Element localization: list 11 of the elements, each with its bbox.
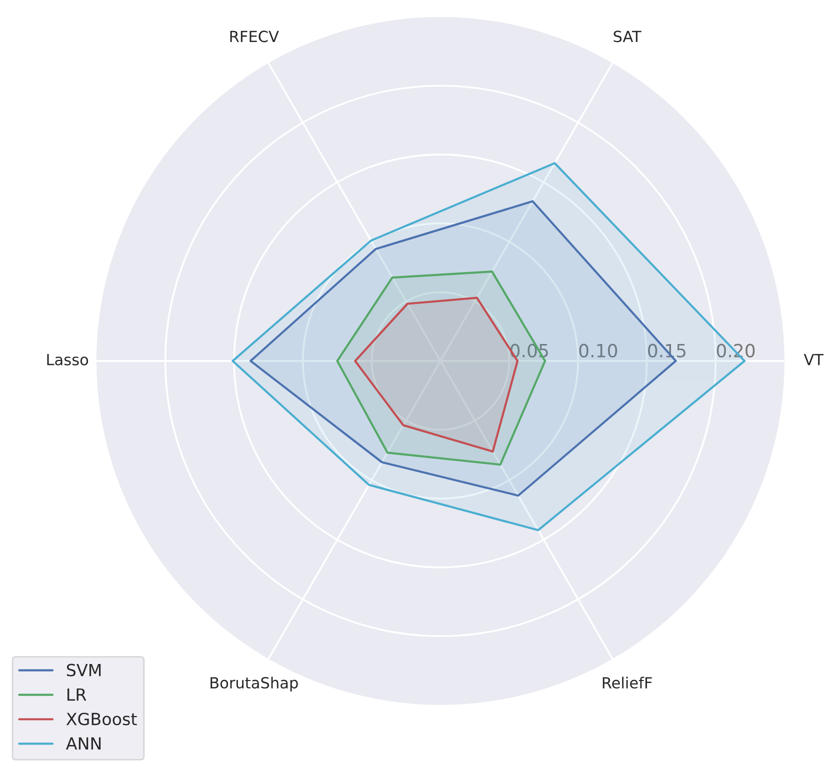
legend-label: XGBoost (66, 712, 137, 726)
y-tick-label: 0.10 (579, 344, 618, 358)
legend-label: ANN (66, 737, 101, 750)
spoke-label: BorutaShap (210, 676, 298, 692)
legend-label: SVM (66, 664, 101, 676)
spoke-label: VT (804, 354, 824, 366)
spoke-label: Lasso (47, 354, 88, 366)
spoke-label: ReliefF (602, 676, 652, 689)
legend-label: LR (67, 688, 86, 701)
spoke-label: SAT (614, 30, 642, 42)
spoke-label: RFECV (230, 30, 279, 42)
